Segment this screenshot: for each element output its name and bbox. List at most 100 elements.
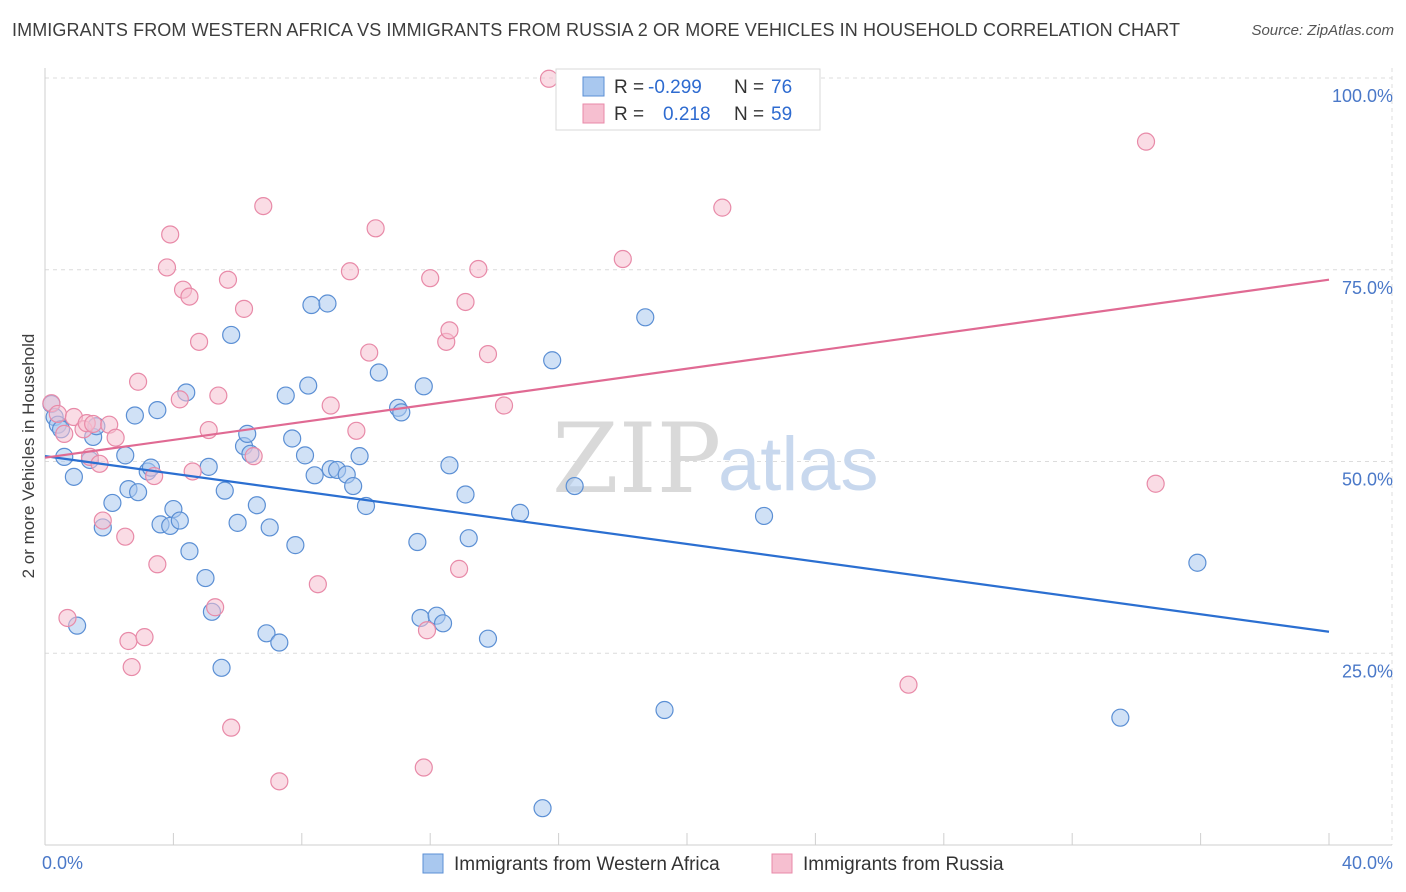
point-western-africa-71 — [754, 506, 774, 526]
y-axis-title: 2 or more Vehicles in Household — [19, 334, 38, 579]
y-tick-label-0: 25.0% — [1342, 661, 1393, 681]
point-russia-31 — [222, 718, 241, 737]
point-western-africa-18 — [148, 401, 167, 420]
point-western-africa-29 — [215, 481, 234, 500]
point-russia-48 — [456, 292, 475, 312]
data-points — [42, 69, 1207, 818]
point-western-africa-60 — [433, 614, 453, 633]
y-tick-label-3: 100.0% — [1332, 86, 1393, 106]
y-tick-labels: 25.0% 50.0% 75.0% 100.0% — [1332, 86, 1393, 681]
point-russia-24 — [180, 287, 199, 306]
point-russia-47 — [449, 559, 469, 578]
point-western-africa-38 — [270, 633, 289, 652]
legend-n-label-1: N = — [734, 77, 764, 98]
point-western-africa-62 — [456, 485, 475, 504]
point-western-africa-22 — [170, 511, 189, 530]
point-western-africa-25 — [196, 568, 215, 588]
y-tick-label-2: 75.0% — [1342, 278, 1393, 298]
point-western-africa-68 — [565, 476, 584, 496]
point-russia-55 — [899, 675, 918, 694]
point-western-africa-46 — [318, 294, 337, 313]
point-russia-16 — [128, 372, 148, 391]
point-russia-15 — [122, 657, 141, 677]
point-western-africa-51 — [350, 447, 369, 466]
point-russia-10 — [93, 511, 112, 530]
point-russia-51 — [494, 396, 514, 415]
trend-line-western-africa — [44, 455, 1330, 633]
point-russia-53 — [613, 249, 632, 269]
x-tick-label-0: 0.0% — [42, 853, 83, 873]
point-russia-49 — [469, 259, 488, 279]
legend-r-value-2: 0.218 — [663, 104, 711, 125]
point-western-africa-66 — [533, 799, 552, 818]
point-russia-17 — [135, 628, 154, 647]
legend-swatch-blue — [582, 76, 605, 97]
point-western-africa-53 — [369, 363, 388, 382]
point-russia-22 — [170, 390, 189, 409]
point-russia-30 — [218, 270, 238, 289]
series-label-western-africa: Immigrants from Western Africa — [454, 854, 720, 875]
point-russia-21 — [161, 225, 180, 244]
point-western-africa-36 — [257, 624, 276, 643]
point-russia-13 — [116, 527, 135, 546]
point-russia-37 — [321, 396, 340, 415]
watermark-atlas: atlas — [718, 422, 879, 507]
point-western-africa-58 — [414, 377, 433, 396]
point-western-africa-70 — [655, 700, 674, 720]
point-russia-26 — [189, 332, 209, 351]
point-western-africa-50 — [344, 476, 363, 496]
point-russia-52 — [539, 69, 559, 88]
legend-r-label-2: R = — [614, 104, 644, 125]
y-tick-label-1: 50.0% — [1342, 470, 1393, 490]
point-russia-41 — [366, 219, 385, 238]
point-russia-36 — [308, 575, 327, 594]
point-western-africa-24 — [180, 542, 199, 561]
point-russia-32 — [234, 299, 254, 318]
point-russia-12 — [106, 428, 125, 447]
point-western-africa-72 — [1111, 708, 1130, 727]
point-russia-3 — [58, 608, 77, 628]
stats-legend: R = -0.299 N = 76 R = 0.218 N = 59 — [555, 68, 821, 131]
legend-n-label-2: N = — [734, 104, 764, 125]
point-russia-42 — [414, 758, 433, 777]
legend-r-value-1: -0.299 — [648, 77, 702, 98]
legend-n-value-2: 59 — [771, 104, 792, 125]
point-russia-20 — [157, 258, 177, 277]
series-label-russia: Immigrants from Russia — [803, 854, 1004, 875]
watermark: ZIP atlas — [552, 403, 879, 515]
point-western-africa-35 — [247, 496, 266, 515]
point-western-africa-65 — [510, 503, 530, 522]
series-swatch-blue — [422, 853, 444, 874]
point-russia-34 — [254, 196, 273, 216]
point-western-africa-73 — [1188, 553, 1207, 572]
point-russia-29 — [209, 386, 228, 405]
point-western-africa-41 — [286, 536, 305, 555]
point-russia-1 — [48, 404, 67, 424]
point-western-africa-67 — [543, 351, 562, 370]
point-western-africa-37 — [260, 518, 279, 537]
point-western-africa-52 — [356, 496, 376, 516]
point-western-africa-15 — [128, 483, 148, 502]
series-swatch-pink — [771, 853, 793, 874]
point-russia-50 — [478, 345, 498, 364]
point-russia-43 — [417, 621, 437, 640]
point-western-africa-64 — [478, 629, 498, 648]
point-russia-19 — [148, 555, 167, 574]
point-russia-35 — [270, 772, 289, 791]
point-russia-57 — [1146, 474, 1165, 493]
point-russia-14 — [119, 631, 138, 651]
point-western-africa-11 — [103, 493, 122, 513]
point-western-africa-43 — [299, 376, 318, 395]
chart-title: IMMIGRANTS FROM WESTERN AFRICA VS IMMIGR… — [12, 20, 1181, 40]
x-tick-label-1: 40.0% — [1342, 853, 1393, 873]
legend-r-label-1: R = — [614, 77, 644, 98]
point-russia-8 — [84, 414, 103, 434]
point-western-africa-63 — [459, 529, 478, 548]
point-western-africa-44 — [302, 295, 321, 315]
point-western-africa-31 — [228, 513, 247, 532]
point-russia-39 — [347, 421, 366, 440]
point-western-africa-30 — [222, 325, 241, 345]
point-western-africa-40 — [283, 429, 302, 448]
point-western-africa-45 — [305, 466, 324, 485]
x-tick-labels: 0.0% 40.0% — [42, 853, 1393, 873]
